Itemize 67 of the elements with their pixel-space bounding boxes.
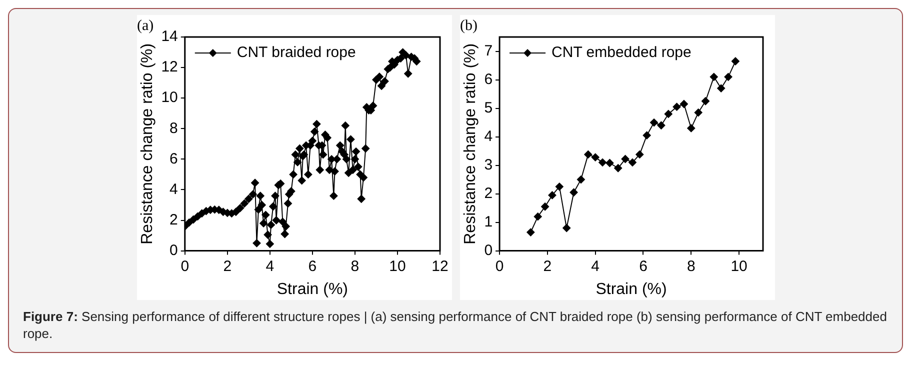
y-tick-label: 6 — [169, 150, 178, 168]
point — [605, 159, 614, 167]
y-axis-title: Resistance change ratio (%) — [138, 43, 156, 244]
point — [724, 72, 732, 81]
y-tick-label: 7 — [484, 42, 492, 60]
point — [635, 150, 644, 158]
point — [679, 100, 688, 108]
text: Figure 7: Sensing performance of different structure ropes | (a) sensing performance of CNT braided rope (b) sensing performance of CNT embedded rope. — [23, 309, 887, 341]
point — [642, 131, 650, 140]
y-tick-label: 0 — [169, 242, 178, 259]
point — [716, 84, 725, 92]
x-tick-label: 2 — [542, 258, 552, 275]
x-tick-label: 0 — [494, 258, 504, 275]
y-tick-label: 5 — [484, 99, 492, 116]
point — [664, 110, 672, 118]
point — [554, 182, 563, 191]
y-tick-label: 4 — [484, 128, 492, 145]
y-tick-label: 14 — [160, 28, 178, 46]
x-tick-label: 10 — [730, 258, 747, 275]
x-tick-label: 4 — [590, 258, 600, 275]
point — [533, 212, 542, 221]
y-tick-label: 3 — [484, 156, 492, 174]
y-axis-title: Resistance change ratio (%) — [462, 43, 479, 244]
x-tick-label: 8 — [350, 258, 359, 275]
y-tick-label: 10 — [160, 89, 178, 106]
point — [620, 155, 629, 164]
x-tick-label: 2 — [222, 258, 232, 275]
point — [701, 97, 710, 106]
chart-title: (a) — [136, 18, 154, 34]
point — [548, 191, 556, 200]
x-tick-label: 6 — [638, 258, 647, 275]
chart-title: (b) — [460, 18, 477, 34]
point — [584, 150, 592, 158]
point — [730, 57, 739, 66]
y-tick-label: 12 — [160, 58, 178, 76]
y-tick-label: 6 — [484, 70, 492, 88]
y-tick-label: 2 — [484, 184, 492, 202]
x-tick-label: 12 — [431, 258, 448, 275]
point — [526, 228, 534, 236]
y-tick-label: 0 — [484, 242, 492, 259]
point — [576, 176, 584, 184]
point — [598, 158, 606, 166]
point — [614, 164, 622, 172]
x-axis-title: Strain (%) — [276, 280, 348, 298]
x-tick-label: 0 — [180, 258, 189, 275]
point — [686, 124, 695, 132]
y-tick-label: 8 — [169, 120, 178, 137]
y-tick-label: 4 — [169, 180, 178, 198]
point — [628, 158, 636, 166]
y-tick-label: 1 — [484, 213, 492, 230]
point — [650, 118, 658, 127]
point — [569, 188, 578, 196]
x-tick-label: 8 — [686, 258, 695, 275]
y-tick-label: 2 — [169, 211, 178, 228]
x-tick-label: 6 — [308, 258, 316, 275]
point — [656, 121, 665, 130]
x-axis-title: Strain (%) — [595, 280, 666, 298]
point — [694, 108, 702, 117]
legend-label: CNT embedded rope — [551, 44, 691, 62]
point — [590, 153, 599, 162]
point — [540, 202, 549, 211]
point — [562, 224, 570, 232]
point — [672, 102, 680, 111]
x-tick-label: 10 — [388, 258, 406, 275]
x-tick-label: 4 — [265, 258, 274, 275]
point — [709, 72, 718, 81]
legend-label: CNT braided rope — [236, 44, 356, 62]
